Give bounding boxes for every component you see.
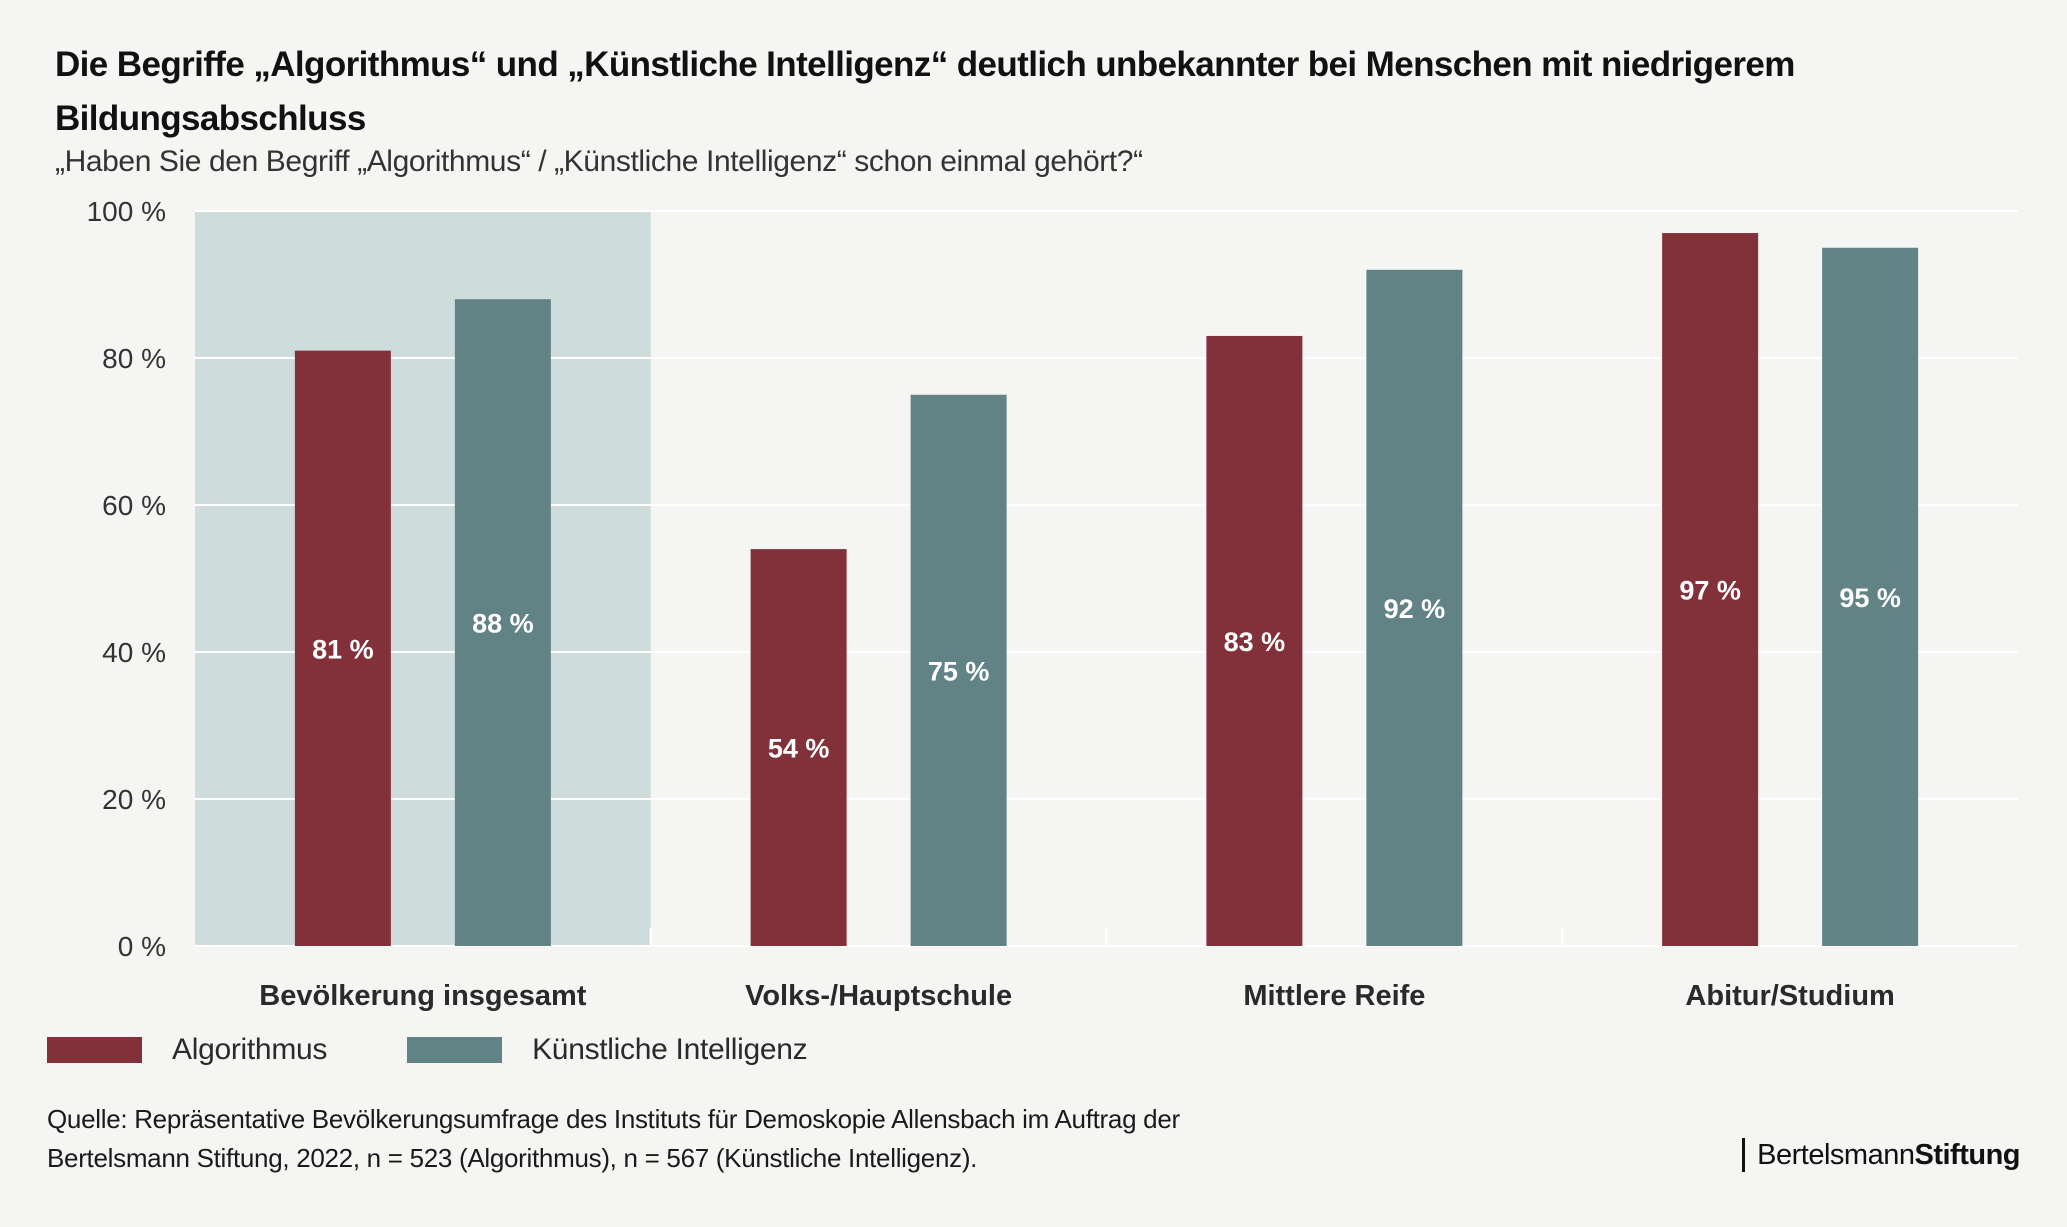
chart-title: Die Begriffe „Algorithmus“ und „Künstlic… bbox=[55, 45, 1795, 138]
legend: Algorithmus Künstliche Intelligenz bbox=[47, 1033, 887, 1067]
data-label: 54 % bbox=[768, 734, 830, 764]
bertelsmann-logo: BertelsmannStiftung bbox=[1742, 1138, 2020, 1172]
legend-item-algorithmus: Algorithmus bbox=[47, 1033, 327, 1067]
bar-ki bbox=[1822, 247, 1919, 946]
legend-label-algorithmus: Algorithmus bbox=[172, 1033, 328, 1066]
highlight-band bbox=[195, 211, 651, 946]
y-tick-label: 80 % bbox=[102, 343, 166, 374]
x-category-label: Abitur/Studium bbox=[1685, 980, 1894, 1012]
bar-ki bbox=[910, 394, 1007, 946]
x-category-label: Mittlere Reife bbox=[1243, 980, 1425, 1012]
logo-regular: Bertelsmann bbox=[1757, 1139, 1915, 1171]
legend-label-ki: Künstliche Intelligenz bbox=[532, 1033, 808, 1066]
source-note: Quelle: Repräsentative Bevölkerungsumfra… bbox=[47, 1100, 1447, 1178]
x-category-label: Bevölkerung insgesamt bbox=[259, 980, 586, 1012]
chart-subtitle: „Haben Sie den Begriff „Algorithmus“ / „… bbox=[55, 145, 1143, 178]
y-tick-label: 100 % bbox=[87, 196, 166, 227]
bar-ki bbox=[454, 299, 551, 946]
legend-swatch-algorithmus bbox=[47, 1037, 142, 1063]
data-label: 81 % bbox=[312, 634, 374, 664]
legend-swatch-ki bbox=[407, 1037, 503, 1063]
x-category-label: Volks-/Hauptschule bbox=[745, 980, 1012, 1012]
data-label: 88 % bbox=[472, 609, 534, 639]
bar-algorithmus bbox=[1206, 335, 1303, 946]
y-tick-label: 40 % bbox=[102, 637, 166, 668]
data-label: 92 % bbox=[1384, 594, 1446, 624]
logo-bold: Stiftung bbox=[1914, 1139, 2020, 1171]
data-label: 83 % bbox=[1224, 627, 1286, 657]
y-tick-label: 0 % bbox=[118, 931, 166, 962]
y-tick-label: 20 % bbox=[102, 784, 166, 815]
data-label: 97 % bbox=[1679, 576, 1741, 606]
legend-item-ki: Künstliche Intelligenz bbox=[407, 1033, 808, 1067]
bar-ki bbox=[1366, 269, 1463, 946]
bar-algorithmus bbox=[294, 350, 391, 946]
data-label: 95 % bbox=[1839, 583, 1901, 613]
source-line-1: Quelle: Repräsentative Bevölkerungsumfra… bbox=[47, 1104, 1180, 1134]
source-line-2: Bertelsmann Stiftung, 2022, n = 523 (Alg… bbox=[47, 1143, 978, 1173]
bar-algorithmus bbox=[1662, 233, 1759, 947]
y-tick-label: 60 % bbox=[102, 490, 166, 521]
bar-algorithmus bbox=[750, 549, 847, 946]
data-label: 75 % bbox=[928, 656, 990, 686]
